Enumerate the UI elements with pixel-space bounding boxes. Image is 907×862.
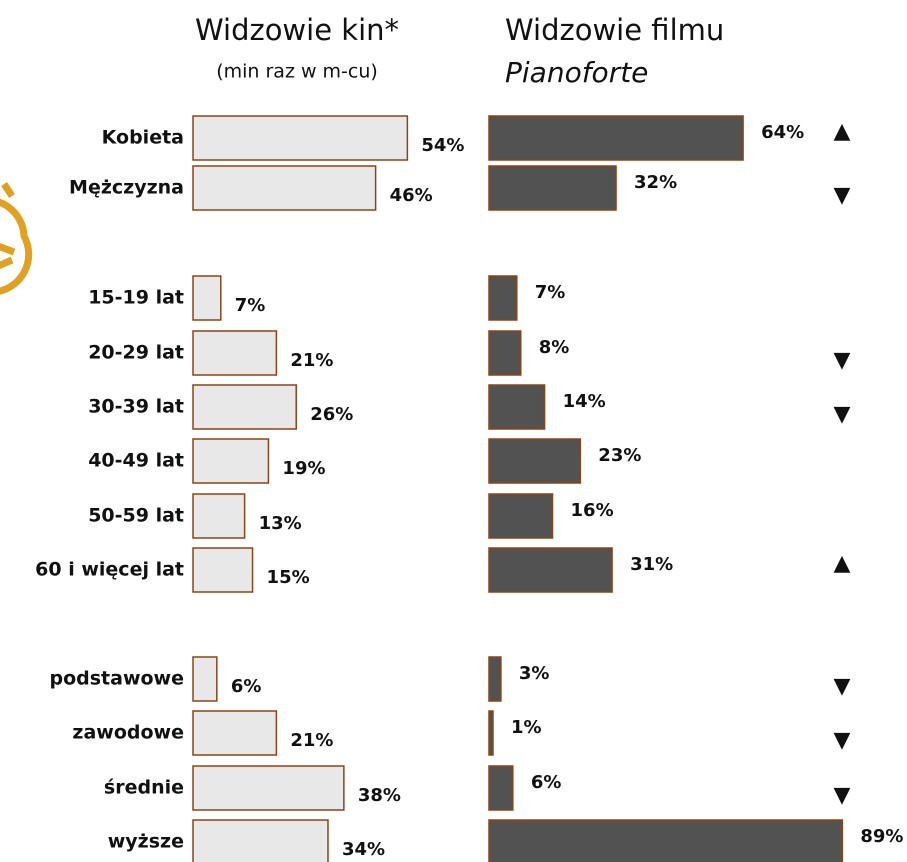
bar: [488, 547, 613, 593]
bar: [192, 165, 377, 211]
value-label: 26%: [310, 404, 353, 425]
bar: [488, 330, 522, 376]
category-label: 60 i więcej lat: [35, 559, 184, 581]
logo-rays: [0, 182, 16, 269]
value-label: 13%: [259, 513, 302, 534]
value-label: 46%: [390, 185, 433, 206]
left-subtitle: (min raz w m-cu): [216, 61, 378, 83]
bar: [488, 765, 514, 811]
category-label: 30-39 lat: [88, 396, 184, 418]
value-label: 64%: [761, 122, 804, 143]
bar: [192, 656, 218, 702]
bar: [488, 710, 494, 756]
category-label: podstawowe: [49, 668, 184, 690]
value-label: 8%: [539, 337, 570, 358]
value-label: 38%: [358, 785, 401, 806]
value-label: 21%: [290, 350, 333, 371]
left-title: Widzowie kin*: [195, 13, 399, 47]
value-label: 1%: [511, 717, 542, 738]
value-label: 7%: [535, 282, 566, 303]
logo-arc: [0, 198, 33, 295]
category-label: wyższe: [108, 831, 184, 853]
category-label: średnie: [104, 777, 184, 799]
bar: [488, 438, 582, 484]
trend-indicator: ▲: [834, 119, 851, 144]
category-label: 20-29 lat: [88, 342, 184, 364]
value-label: 6%: [531, 772, 562, 793]
bar: [192, 115, 409, 161]
bar: [488, 275, 518, 321]
trend-indicator: ▲: [834, 551, 851, 576]
value-label: 7%: [235, 295, 266, 316]
value-label: 16%: [571, 500, 614, 521]
bar: [192, 547, 254, 593]
category-label: 15-19 lat: [88, 287, 184, 309]
category-label: 50-59 lat: [88, 505, 184, 527]
value-label: 32%: [634, 172, 677, 193]
value-label: 23%: [598, 445, 641, 466]
logo: [0, 182, 33, 295]
bar: [192, 384, 297, 430]
value-label: 31%: [630, 554, 673, 575]
value-label: 34%: [342, 839, 385, 860]
trend-indicator: ▼: [834, 348, 851, 373]
trend-indicator: ▼: [834, 402, 851, 427]
bar: [192, 765, 345, 811]
trend-indicator: ▼: [834, 728, 851, 753]
category-label: zawodowe: [72, 722, 184, 744]
value-label: 15%: [267, 567, 310, 588]
bar: [488, 165, 617, 211]
value-label: 14%: [563, 391, 606, 412]
value-label: 54%: [421, 135, 464, 156]
bar: [192, 275, 222, 321]
category-label: 40-49 lat: [88, 450, 184, 472]
value-label: 3%: [519, 663, 550, 684]
right-subtitle: Pianoforte: [505, 56, 648, 89]
value-label: 6%: [231, 676, 262, 697]
bar: [192, 710, 278, 756]
bar: [192, 438, 270, 484]
category-label: Kobieta: [102, 127, 184, 149]
bar: [488, 819, 844, 862]
bar: [192, 819, 329, 862]
trend-indicator: ▼: [834, 183, 851, 208]
trend-indicator: ▼: [834, 674, 851, 699]
bar: [488, 656, 502, 702]
bar: [488, 384, 546, 430]
category-label: Mężczyzna: [69, 177, 184, 199]
bar: [192, 493, 246, 539]
bar: [488, 115, 744, 161]
value-label: 19%: [282, 458, 325, 479]
trend-indicator: ▼: [834, 783, 851, 808]
value-label: 21%: [290, 730, 333, 751]
right-title: Widzowie filmu: [505, 13, 724, 47]
bar: [192, 330, 278, 376]
value-label: 89%: [860, 826, 903, 847]
bar: [488, 493, 554, 539]
